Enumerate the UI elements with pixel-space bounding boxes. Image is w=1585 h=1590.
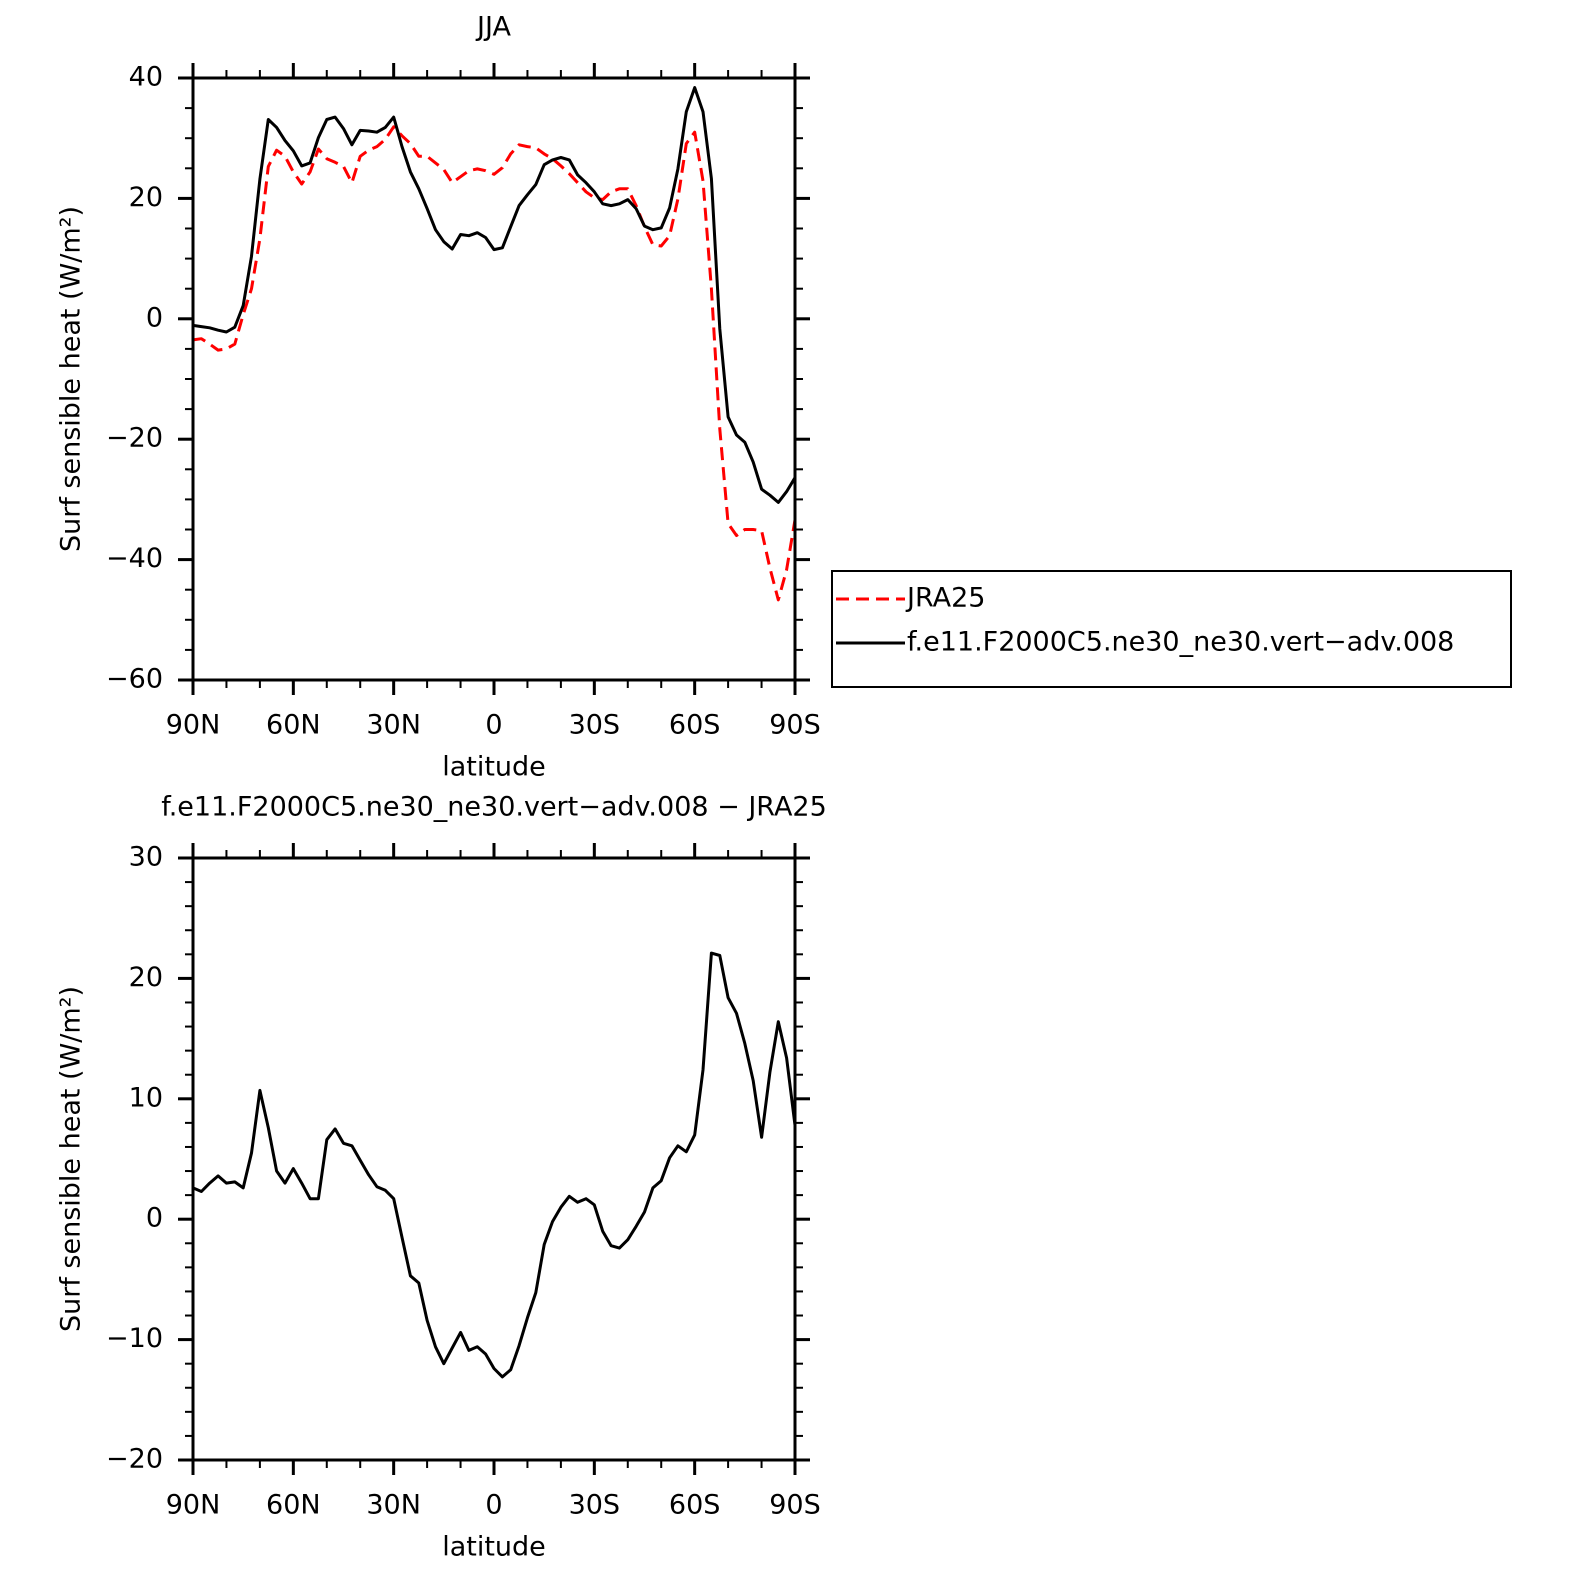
x-tick-label: 60N [266,1490,321,1521]
x-tick-label: 30S [569,710,621,741]
y-tick-label: 20 [129,962,163,993]
x-tick-label: 60N [266,710,321,741]
data-line [192,951,797,1379]
x-tick-label: 30S [569,1490,621,1521]
y-tick-label: 0 [146,302,163,333]
y-tick-label: 30 [129,842,163,873]
x-axis-label: latitude [442,752,546,783]
x-tick-label: 90N [166,710,221,741]
legend-label: JRA25 [905,583,985,614]
y-tick-label: 20 [129,182,163,213]
x-tick-label: 30N [366,710,421,741]
chart-title: f.e11.F2000C5.ne30_ne30.vert−adv.008 − J… [161,792,827,823]
y-tick-label: −60 [106,664,163,695]
y-tick-label: −10 [106,1323,163,1354]
plot-frame [191,76,797,682]
x-tick-label: 60S [669,710,721,741]
y-tick-label: 40 [129,62,163,93]
y-tick-label: −20 [106,423,163,454]
legend-box [831,570,1512,688]
x-tick-label: 0 [485,710,502,741]
plot-frame [191,856,797,1462]
y-axis-label: Surf sensible heat (W/m²) [56,206,87,552]
chart-title: JJA [475,12,511,43]
x-tick-label: 30N [366,1490,421,1521]
data-line [192,86,797,504]
data-line [192,125,797,602]
y-axis-label: Surf sensible heat (W/m²) [56,986,87,1332]
y-tick-label: −20 [106,1444,163,1475]
x-axis-label: latitude [442,1532,546,1563]
y-tick-label: 0 [146,1203,163,1234]
legend-label: f.e11.F2000C5.ne30_ne30.vert−adv.008 [907,627,1454,658]
x-tick-label: 60S [669,1490,721,1521]
x-tick-label: 0 [485,1490,502,1521]
y-tick-label: 10 [129,1082,163,1113]
x-tick-label: 90S [769,1490,821,1521]
x-tick-label: 90S [769,710,821,741]
x-tick-label: 90N [166,1490,221,1521]
y-tick-label: −40 [106,543,163,574]
